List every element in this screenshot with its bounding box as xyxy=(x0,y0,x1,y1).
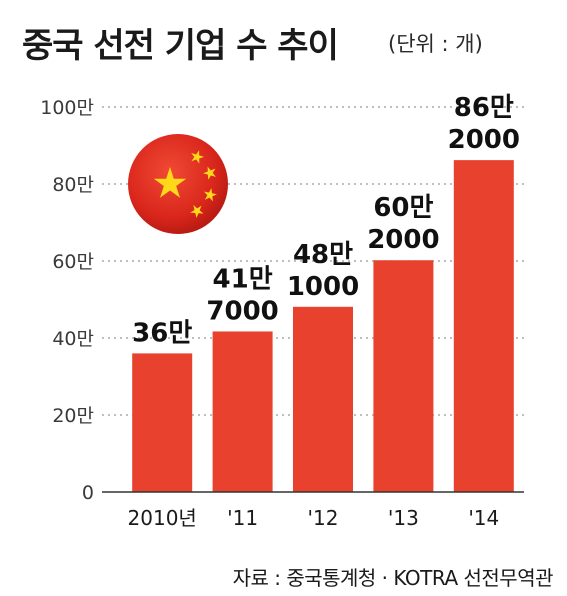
data-label: 86만 xyxy=(454,93,514,123)
data-label: 41만 xyxy=(213,264,273,294)
y-tick-label: 20만 xyxy=(52,405,94,427)
star-icon xyxy=(190,205,204,218)
x-tick-label: '11 xyxy=(227,506,258,530)
y-tick-label: 80만 xyxy=(52,174,94,196)
star-icon xyxy=(153,167,187,198)
star-icon xyxy=(203,188,217,202)
y-tick-label: 40만 xyxy=(52,328,94,350)
china-flag-icon xyxy=(128,134,228,234)
x-tick-label: 2010년 xyxy=(128,506,197,530)
data-label: 7000 xyxy=(206,296,278,326)
data-label: 36만 xyxy=(132,318,192,348)
data-label: 2000 xyxy=(448,125,520,155)
x-tick-label: '14 xyxy=(468,506,499,530)
flag-stars xyxy=(153,150,217,218)
data-label: 2000 xyxy=(367,225,439,255)
data-label: 60만 xyxy=(373,193,433,223)
data-label: 48만 xyxy=(293,240,353,270)
bar xyxy=(453,160,514,492)
y-tick-label: 0 xyxy=(82,482,94,504)
bar xyxy=(293,306,353,492)
star-icon xyxy=(191,150,204,164)
chart-title: 중국 선전 기업 수 추이 xyxy=(22,26,339,66)
bar xyxy=(212,331,273,492)
bar xyxy=(132,353,193,492)
x-tick-label: '12 xyxy=(308,506,339,530)
star-icon xyxy=(203,166,216,180)
data-label: 1000 xyxy=(287,272,359,302)
bar xyxy=(373,260,434,492)
bars xyxy=(132,160,514,492)
source-note: 자료 : 중국통계청 · KOTRA 선전무역관 xyxy=(232,566,554,590)
unit-label: (단위 : 개) xyxy=(388,32,483,56)
y-tick-label: 60만 xyxy=(52,251,94,273)
x-tick-label: '13 xyxy=(388,506,419,530)
y-tick-label: 100만 xyxy=(40,97,94,119)
